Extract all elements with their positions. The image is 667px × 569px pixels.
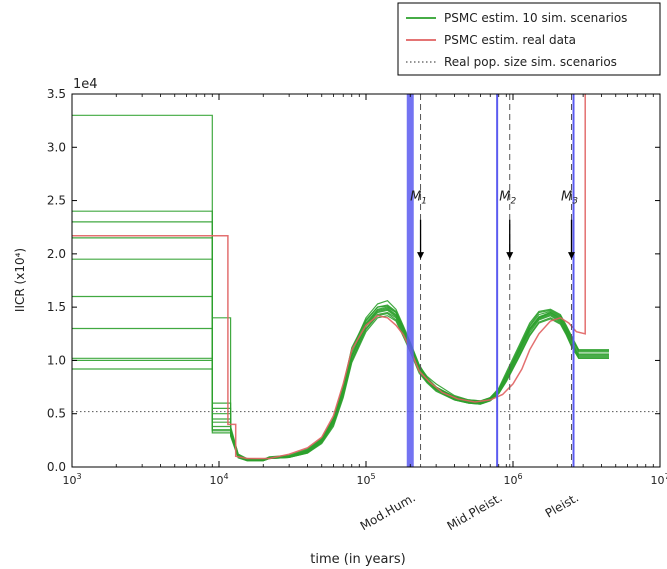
marker-arrowhead-2 <box>506 252 514 260</box>
axes-group: 0.0 0.5 1.0 1.5 2.0 2.5 3.0 3.5 103 104 105 106 107 <box>47 87 667 487</box>
series-line-4 <box>72 237 609 461</box>
x-tick-label-0: 103 <box>62 472 81 487</box>
x-tick-label-1: 104 <box>209 472 228 487</box>
y-tick-label-2: 1.0 <box>47 353 66 367</box>
event-label-1: Mod.Hum. <box>358 490 418 533</box>
event-label-2: Mid.Pleist. <box>445 490 505 533</box>
series-line-9 <box>72 305 609 461</box>
y-tick-label-0: 0.0 <box>47 460 66 474</box>
legend-box <box>397 2 661 76</box>
legend-label-3: Real pop. size sim. scenarios <box>444 55 617 69</box>
y-tick-label-7: 3.5 <box>47 87 66 101</box>
series-line-10 <box>72 309 609 461</box>
legend-label-1: PSMC estim. 10 sim. scenarios <box>444 11 627 25</box>
legend-label-2: PSMC estim. real data <box>444 33 576 47</box>
y-tick-label-1: 0.5 <box>47 407 66 421</box>
x-tick-label-3: 106 <box>503 472 522 487</box>
series-line-11 <box>72 94 586 460</box>
x-axis-label: time (in years) <box>310 552 405 567</box>
series-line-2 <box>72 210 609 462</box>
y-axis-label: IICR (x10⁴) <box>13 248 27 312</box>
y-tick-label-4: 2.0 <box>47 247 66 261</box>
x-tick-label-2: 105 <box>356 472 375 487</box>
series-group <box>72 94 609 462</box>
y-tick-label-5: 2.5 <box>47 194 66 208</box>
y-tick-label-6: 3.0 <box>47 140 66 154</box>
marker-arrowhead-3 <box>567 252 575 260</box>
markers-group: M1 M2 M3 <box>410 94 578 467</box>
legend: PSMC estim. 10 sim. scenarios PSMC estim.… <box>397 2 661 76</box>
marker-arrowhead-1 <box>417 252 425 260</box>
x-tick-label-4: 107 <box>650 472 667 487</box>
marker-label-2: M2 <box>499 190 516 207</box>
series-line-1 <box>72 114 609 461</box>
marker-label-3: M3 <box>561 190 578 207</box>
series-line-3 <box>72 221 609 461</box>
series-line-6 <box>72 295 609 461</box>
y-multiplier-label: 1e4 <box>73 77 98 92</box>
y-tick-label-3: 1.5 <box>47 300 66 314</box>
marker-label-1: M1 <box>410 190 427 207</box>
event-label-3: Pleist. <box>543 490 581 520</box>
series-line-7 <box>72 307 609 461</box>
